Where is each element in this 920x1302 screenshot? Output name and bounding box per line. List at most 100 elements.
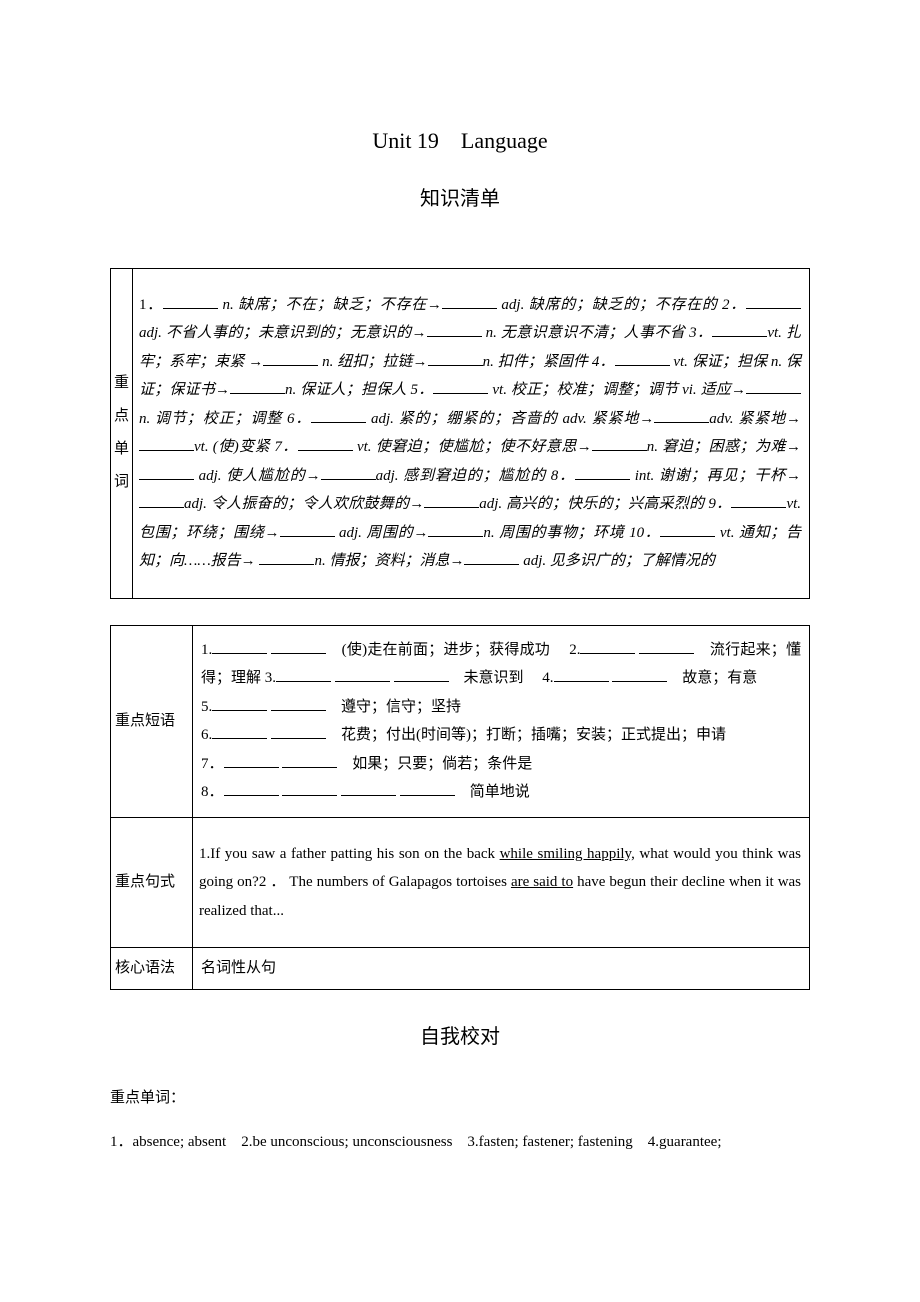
blank <box>276 681 331 682</box>
blank <box>271 738 326 739</box>
sentence-content: 1.If you saw a father patting his son on… <box>193 817 810 948</box>
blank <box>163 308 218 309</box>
blank <box>341 795 396 796</box>
text: n. 周围的事物；环境 10． <box>483 525 660 541</box>
text: n. 纽扣；拉链→ <box>318 354 427 370</box>
blank <box>580 653 635 654</box>
text: vt. (使)变紧 7． <box>194 439 298 455</box>
label-char: 单 <box>114 441 129 457</box>
text: 1． <box>139 297 163 313</box>
underline-text: while smiling happily, <box>500 846 635 862</box>
blank <box>428 536 483 537</box>
text: n. 无意识意识不清；人事不省 3． <box>482 325 713 341</box>
text: vt. 校正；校准；调整；调节 vi. 适应→ <box>488 382 746 398</box>
blank <box>139 450 194 451</box>
blank <box>271 653 326 654</box>
text: 故意；有意 <box>667 670 757 686</box>
blank <box>427 336 482 337</box>
text: 花费；付出(时间等)；打断；插嘴；安装；正式提出；申请 <box>326 727 726 743</box>
blank <box>442 308 497 309</box>
blank <box>259 564 314 565</box>
vocab-content: 1． n. 缺席；不在；缺乏；不存在→ adj. 缺席的；缺乏的；不存在的 2．… <box>133 268 810 598</box>
blank <box>282 767 337 768</box>
blank <box>712 336 767 337</box>
blank <box>654 422 709 423</box>
vocab-table: 重 点 单 词 1． n. 缺席；不在；缺乏；不存在→ adj. 缺席的；缺乏的… <box>110 268 810 599</box>
text: adj. 令人振奋的；令人欢欣鼓舞的→ <box>184 496 424 512</box>
blank <box>212 738 267 739</box>
sub-title: 知识清单 <box>110 180 810 218</box>
text: adv. 紧紧地→ <box>709 411 801 427</box>
blank <box>746 393 801 394</box>
blank <box>731 507 786 508</box>
sentence-label: 重点句式 <box>111 817 193 948</box>
text: adj. 缺席的；缺乏的；不存在的 2． <box>497 297 746 313</box>
phrase-content: 1. (使)走在前面；进步；获得成功 2. 流行起来；懂得；理解 3. 未意识到… <box>193 625 810 817</box>
text: vt. 使窘迫；使尴尬；使不好意思→ <box>353 439 592 455</box>
blank <box>615 365 670 366</box>
blank <box>428 365 483 366</box>
blank <box>424 507 479 508</box>
text: 遵守；信守；坚持 <box>326 699 461 715</box>
blank <box>612 681 667 682</box>
text: 简单地说 <box>455 784 530 800</box>
label-char: 点 <box>114 408 129 424</box>
blank <box>639 653 694 654</box>
blank <box>212 710 267 711</box>
text: adj. 见多识广的；了解情况的 <box>519 553 714 569</box>
blank <box>224 795 279 796</box>
text: n. 保证人；担保人 5． <box>285 382 433 398</box>
text: adj. 周围的→ <box>335 525 429 541</box>
text: 如果；只要；倘若；条件是 <box>337 756 532 772</box>
blank <box>592 450 647 451</box>
blank <box>139 479 194 480</box>
blank <box>224 767 279 768</box>
blank <box>212 653 267 654</box>
text: adj. 紧的；绷紧的；吝啬的 adv. 紧紧地→ <box>366 411 654 427</box>
text: n. 调节；校正；调整 6． <box>139 411 311 427</box>
text: adj. 高兴的；快乐的；兴高采烈的 9． <box>479 496 731 512</box>
phrase-label: 重点短语 <box>111 625 193 817</box>
blank <box>263 365 318 366</box>
underline-text: are said to <box>511 874 573 890</box>
blank <box>230 393 285 394</box>
text: int. 谢谢；再见；干杯→ <box>630 468 801 484</box>
blank <box>311 422 366 423</box>
blank <box>660 536 715 537</box>
blank <box>433 393 488 394</box>
text: 7． <box>201 756 224 772</box>
blank <box>282 795 337 796</box>
answers-line: 1．absence; absent 2.be unconscious; unco… <box>110 1128 810 1157</box>
blank <box>335 681 390 682</box>
text: n. 窘迫；困惑；为难→ <box>647 439 801 455</box>
blank <box>400 795 455 796</box>
text: n. 情报；资料；消息→ <box>314 553 464 569</box>
grammar-label: 核心语法 <box>111 948 193 990</box>
blank <box>554 681 609 682</box>
text: n. 缺席；不在；缺乏；不存在→ <box>218 297 442 313</box>
label-char: 重 <box>114 375 129 391</box>
blank <box>321 479 376 480</box>
unit-title: Unit 19 Language <box>110 120 810 162</box>
blank <box>139 507 184 508</box>
text: adj. 不省人事的；未意识到的；无意识的→ <box>139 325 427 341</box>
vocab-label-cell: 重 点 单 词 <box>111 268 133 598</box>
text: (使)走在前面；进步；获得成功 2. <box>326 642 580 658</box>
phrases-table: 重点短语 1. (使)走在前面；进步；获得成功 2. 流行起来；懂得；理解 3.… <box>110 625 810 990</box>
text: adj. 感到窘迫的；尴尬的 8． <box>376 468 575 484</box>
label-char: 词 <box>114 474 129 490</box>
text: adj. 使人尴尬的→ <box>194 468 321 484</box>
grammar-content: 名词性从句 <box>193 948 810 990</box>
self-check-title: 自我校对 <box>110 1018 810 1056</box>
text: 1.If you saw a father patting his son on… <box>199 846 500 862</box>
text: 5. <box>201 699 212 715</box>
answers-label: 重点单词： <box>110 1084 810 1113</box>
text: n. 扣件；紧固件 4． <box>483 354 615 370</box>
blank <box>746 308 801 309</box>
blank <box>271 710 326 711</box>
text: 6. <box>201 727 212 743</box>
blank <box>298 450 353 451</box>
text: 8． <box>201 784 224 800</box>
blank <box>464 564 519 565</box>
blank <box>280 536 335 537</box>
